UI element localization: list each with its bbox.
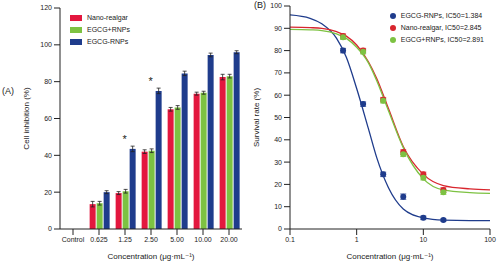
svg-text:70: 70 [274,69,282,76]
svg-text:1.25: 1.25 [118,236,132,243]
svg-text:80: 80 [44,78,52,85]
html-text:(B): (B) [254,0,266,10]
svg-text:90: 90 [274,25,282,32]
svg-text:60: 60 [44,115,52,122]
svg-text:Survival rate (%): Survival rate (%) [252,88,261,147]
svg-text:120: 120 [40,4,52,11]
svg-text:Control: Control [62,236,85,243]
svg-text:*: * [122,133,127,145]
html-text:EGCG+RNPs, IC50=2.891: EGCG+RNPs, IC50=2.891 [400,36,484,43]
svg-text:0: 0 [48,225,52,232]
html-text:EGCG-RNPs: EGCG-RNPs [87,38,129,45]
svg-text:1: 1 [355,236,359,243]
svg-text:2.50: 2.50 [144,236,158,243]
svg-text:60: 60 [274,92,282,99]
svg-text:5.00: 5.00 [170,236,184,243]
svg-text:10.00: 10.00 [194,236,212,243]
svg-text:80: 80 [274,47,282,54]
svg-text:0.1: 0.1 [285,236,295,243]
svg-text:*: * [148,75,153,87]
svg-text:10: 10 [274,203,282,210]
html-text:EGCG-RNPs, IC50=1.384: EGCG-RNPs, IC50=1.384 [400,12,483,19]
svg-text:100: 100 [270,2,282,9]
svg-text:20.00: 20.00 [220,236,238,243]
svg-text:50: 50 [274,114,282,121]
svg-text:100: 100 [40,41,52,48]
svg-text:40: 40 [274,136,282,143]
svg-text:0.625: 0.625 [90,236,108,243]
html-text:Nano-realgar, IC50=2.845: Nano-realgar, IC50=2.845 [400,24,482,31]
svg-text:Cell inhibition (%): Cell inhibition (%) [22,87,31,150]
svg-text:Concentration (μg·mL⁻¹): Concentration (μg·mL⁻¹) [107,252,194,261]
svg-text:Concentration (μg·mL⁻¹): Concentration (μg·mL⁻¹) [346,252,433,261]
html-text:EGCG+RNPs: EGCG+RNPs [87,26,130,33]
svg-text:0: 0 [278,225,282,232]
svg-text:20: 20 [44,189,52,196]
html-text:Nano-realgar: Nano-realgar [87,14,128,21]
svg-text:40: 40 [44,152,52,159]
html-text:(A): (A) [2,86,14,96]
svg-text:20: 20 [274,181,282,188]
svg-text:100: 100 [484,236,492,243]
svg-text:10: 10 [419,236,427,243]
svg-text:30: 30 [274,159,282,166]
